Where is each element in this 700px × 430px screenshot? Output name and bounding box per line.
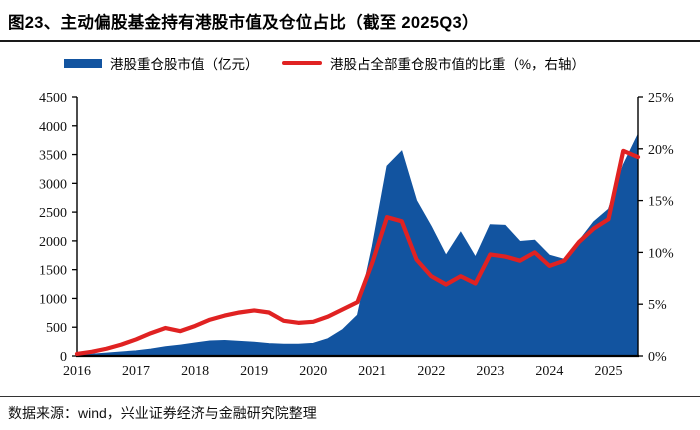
svg-text:5%: 5% — [648, 298, 667, 313]
left-axis-ticks: 0 500 1000 1500 2000 2500 3000 3500 4000 4500 — [39, 91, 77, 365]
data-source: 数据来源：wind，兴业证券经济与金融研究院整理 — [8, 405, 317, 421]
svg-text:20%: 20% — [648, 143, 674, 158]
svg-text:0: 0 — [60, 350, 67, 365]
legend-label-ratio: 港股占全部重仓股市值的比重（%，右轴） — [330, 57, 586, 72]
svg-text:2018: 2018 — [181, 364, 209, 379]
svg-text:2020: 2020 — [299, 364, 327, 379]
area-series-swatch — [64, 58, 102, 68]
title-divider — [0, 40, 700, 42]
x-axis-ticks: 2016 2017 2018 2019 2020 2021 2022 2023 2024 2025 — [63, 364, 622, 379]
svg-text:2025: 2025 — [594, 364, 622, 379]
axes — [76, 97, 639, 358]
svg-text:2024: 2024 — [535, 364, 563, 379]
legend-item-ratio: 港股占全部重仓股市值的比重（%，右轴） — [282, 55, 586, 72]
svg-text:3000: 3000 — [39, 177, 67, 192]
line-series-hk-ratio — [74, 148, 641, 357]
area-series-hk-market-value — [76, 134, 639, 357]
svg-text:3500: 3500 — [39, 149, 67, 164]
svg-text:25%: 25% — [648, 91, 674, 106]
svg-text:2019: 2019 — [240, 364, 268, 379]
svg-text:15%: 15% — [648, 195, 674, 210]
svg-text:2022: 2022 — [417, 364, 445, 379]
footer-divider — [0, 396, 700, 398]
svg-text:4500: 4500 — [39, 91, 67, 106]
svg-text:4000: 4000 — [39, 120, 67, 135]
svg-text:1500: 1500 — [39, 264, 67, 279]
svg-text:1000: 1000 — [39, 292, 67, 307]
svg-text:2016: 2016 — [63, 364, 91, 379]
svg-text:2021: 2021 — [358, 364, 386, 379]
legend-item-market-value: 港股重仓股市值（亿元） — [64, 55, 259, 72]
svg-text:2023: 2023 — [476, 364, 504, 379]
svg-text:10%: 10% — [648, 246, 674, 261]
svg-text:2000: 2000 — [39, 235, 67, 250]
chart-title: 图23、主动偏股基金持有港股市值及仓位占比（截至 2025Q3） — [8, 14, 479, 32]
line-series-swatch — [282, 61, 322, 65]
legend-label-market-value: 港股重仓股市值（亿元） — [110, 57, 259, 72]
svg-text:2017: 2017 — [122, 364, 150, 379]
svg-text:0%: 0% — [648, 350, 667, 365]
svg-text:500: 500 — [46, 321, 67, 336]
svg-text:2500: 2500 — [39, 206, 67, 221]
right-axis-ticks: 0% 5% 10% 15% 20% 25% — [638, 91, 674, 365]
